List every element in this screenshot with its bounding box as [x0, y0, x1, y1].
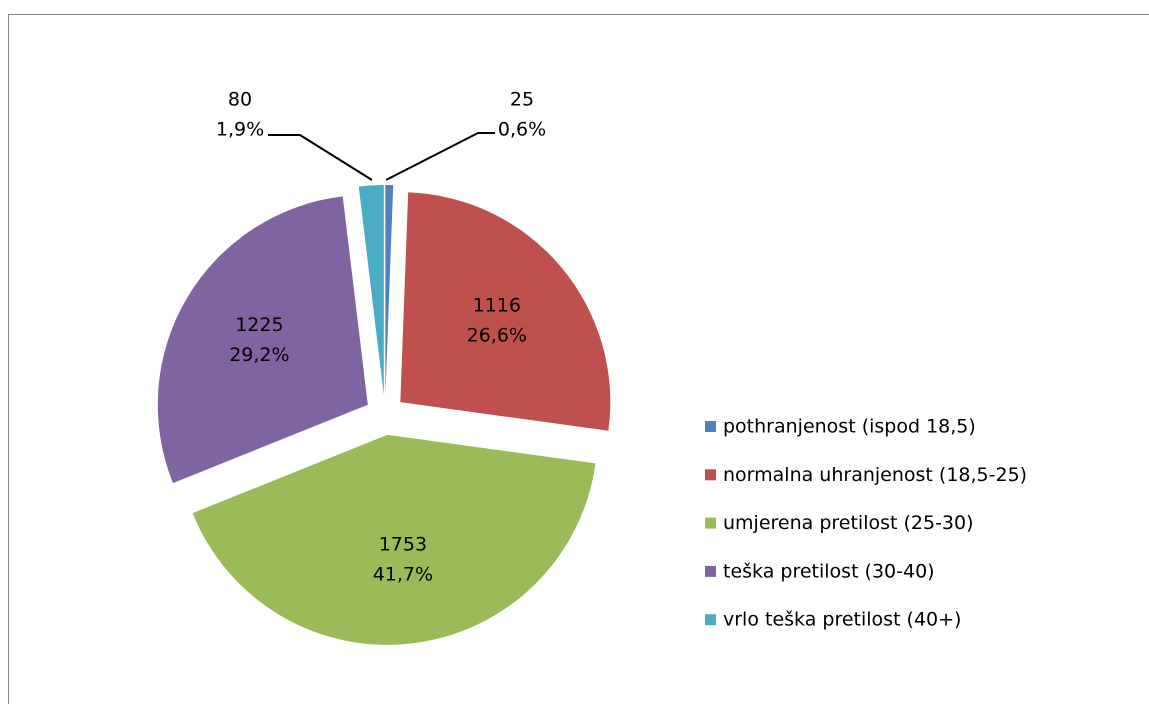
pie-slice [385, 185, 394, 396]
legend-label: normalna uhranjenost (18,5-25) [723, 464, 1027, 486]
legend-swatch [705, 565, 716, 577]
percent-label: 0,6% [498, 119, 546, 141]
legend-label: pothranjenost (ispod 18,5) [723, 416, 976, 438]
data-label: 1116 [473, 295, 521, 317]
pie-slice [192, 434, 596, 645]
leader-line [385, 132, 495, 181]
leader-line [268, 134, 373, 181]
pie-slice [400, 192, 611, 431]
percent-label: 1,9% [216, 119, 264, 141]
legend-swatch [705, 469, 716, 481]
legend-label: vrlo teška pretilost (40+) [723, 609, 961, 631]
percent-label: 29,2% [229, 344, 289, 366]
percent-label: 41,7% [373, 563, 433, 585]
pie-slice [157, 196, 368, 484]
chart-frame [8, 14, 1149, 704]
percent-label: 26,6% [467, 325, 527, 347]
legend-label: teška pretilost (30-40) [723, 560, 935, 582]
data-label: 1753 [379, 533, 427, 555]
legend-swatch [705, 614, 716, 626]
legend-swatch [705, 517, 716, 529]
legend-swatch [705, 421, 716, 432]
legend-label: umjerena pretilost (25-30) [723, 512, 974, 534]
data-label: 80 [228, 89, 252, 111]
data-label: 25 [510, 89, 534, 111]
pie-slice [358, 185, 384, 396]
data-label: 1225 [235, 314, 283, 336]
